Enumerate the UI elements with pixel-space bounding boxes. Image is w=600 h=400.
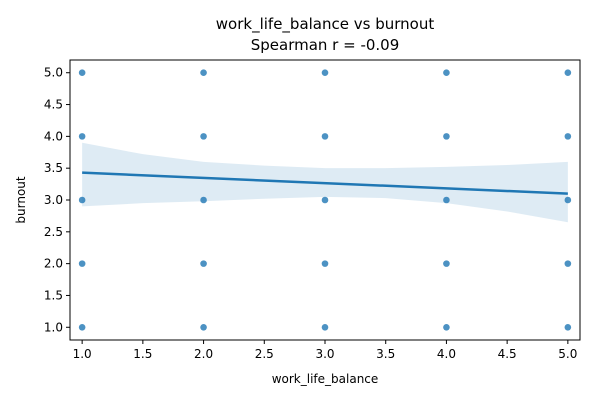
y-tick-label: 4.0: [44, 129, 63, 143]
data-point: [564, 260, 572, 267]
x-tick-label: 3.5: [376, 347, 395, 361]
y-axis-label: burnout: [14, 176, 28, 223]
data-point: [443, 69, 450, 77]
data-point: [321, 69, 329, 77]
data-point: [564, 133, 572, 140]
data-point: [200, 260, 207, 267]
x-tick-label: 3.0: [315, 347, 334, 361]
y-axis-ticks: 1.0 1.5 2.0 2.5 3.0 3.5 4.0 4.5 5.0: [44, 66, 70, 334]
y-tick-label: 4.5: [44, 98, 63, 112]
data-point: [321, 133, 329, 140]
data-point: [443, 196, 450, 204]
x-axis-ticks: 1.0 1.5 2.0 2.5 3.0 3.5 4.0 4.5 5.0: [73, 340, 577, 361]
x-tick-label: 2.5: [255, 347, 274, 361]
x-tick-label: 2.0: [194, 347, 213, 361]
x-tick-label: 1.5: [133, 347, 152, 361]
regression-line-layer: [82, 171, 568, 195]
data-point: [321, 260, 329, 267]
x-tick-label: 5.0: [558, 347, 577, 361]
data-point: [200, 323, 207, 331]
data-point: [200, 196, 207, 204]
data-point: [78, 260, 86, 267]
x-tick-label: 4.0: [437, 347, 456, 361]
points-layer: [78, 69, 572, 331]
data-point: [78, 323, 86, 331]
chart-subtitle: Spearman r = -0.09: [251, 36, 400, 54]
x-axis-label: work_life_balance: [272, 372, 379, 386]
data-point: [564, 196, 572, 204]
data-point: [78, 196, 86, 204]
data-point: [321, 196, 329, 204]
regression-line: [82, 171, 568, 195]
data-point: [564, 323, 572, 331]
x-tick-label: 4.5: [498, 347, 517, 361]
data-point: [443, 323, 450, 331]
data-point: [200, 133, 207, 140]
data-point: [443, 133, 450, 140]
y-tick-label: 2.5: [44, 225, 63, 239]
y-tick-label: 3.0: [44, 193, 63, 207]
y-tick-label: 1.0: [44, 320, 63, 334]
data-point: [200, 69, 207, 77]
data-point: [564, 69, 572, 77]
y-tick-label: 3.5: [44, 161, 63, 175]
data-point: [321, 323, 329, 331]
y-tick-label: 2.0: [44, 257, 63, 271]
x-tick-label: 1.0: [73, 347, 92, 361]
data-point: [443, 260, 450, 267]
data-point: [78, 133, 86, 140]
y-tick-label: 1.5: [44, 288, 63, 302]
y-tick-label: 5.0: [44, 66, 63, 80]
chart-title: work_life_balance vs burnout: [216, 15, 435, 34]
data-point: [78, 69, 86, 77]
